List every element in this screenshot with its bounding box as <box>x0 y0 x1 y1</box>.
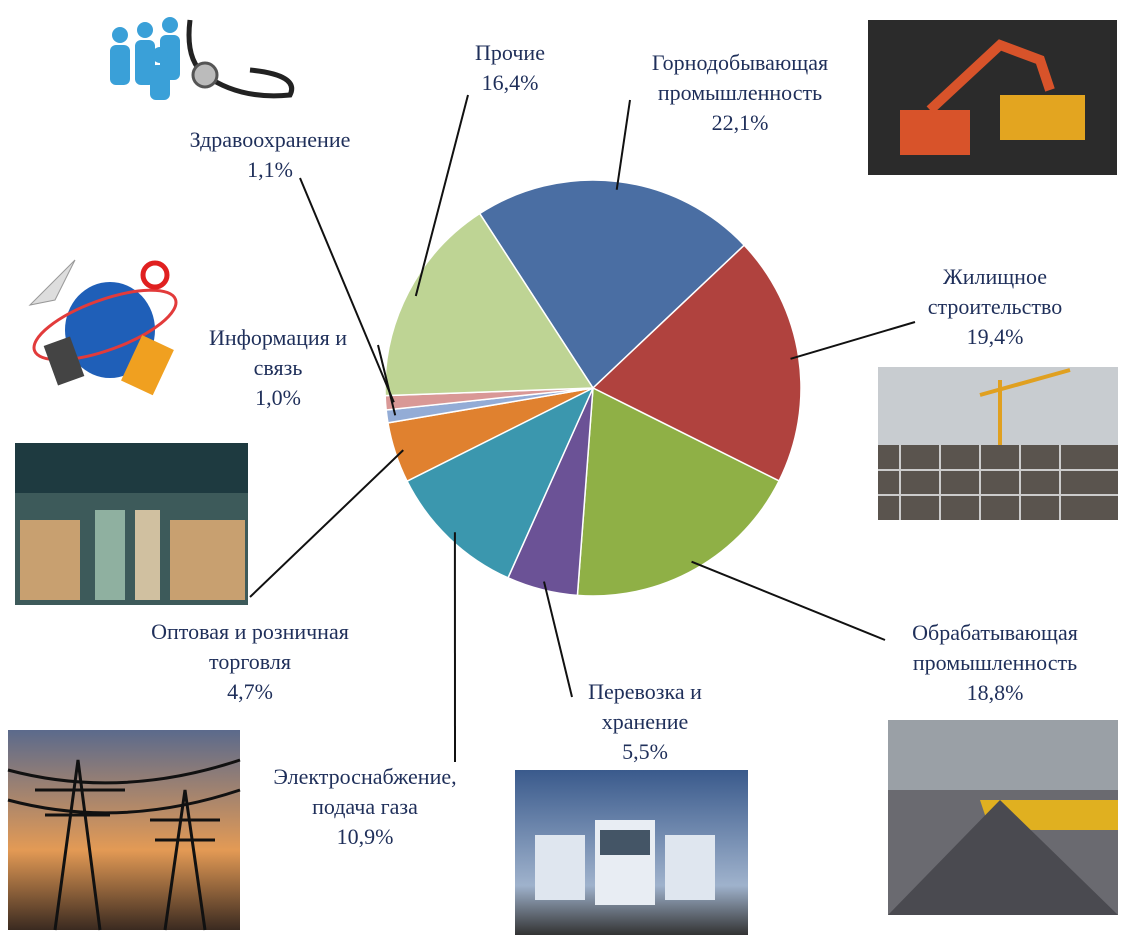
value-label: 18,8% <box>966 680 1024 705</box>
value-label: 22,1% <box>711 110 769 135</box>
leader-line <box>299 177 395 403</box>
category-label: Здравоохранение <box>189 127 351 152</box>
slice-label: Здравоохранение 1,1% <box>160 125 380 185</box>
slice-label: Горнодобывающая промышленность 22,1% <box>620 48 860 138</box>
slice-label: Обрабатывающая промышленность 18,8% <box>880 618 1110 708</box>
leader-line <box>615 99 631 190</box>
category-label: Перевозка и хранение <box>588 679 702 734</box>
pie <box>384 179 802 597</box>
value-label: 1,1% <box>247 157 293 182</box>
slice-label: Жилищное строительство 19,4% <box>905 262 1085 352</box>
leader-line <box>414 94 469 297</box>
category-label: Оптовая и розничная торговля <box>151 619 349 674</box>
leader-line <box>691 560 886 641</box>
factory-photo <box>888 720 1118 915</box>
category-label: Горнодобывающая промышленность <box>651 50 829 105</box>
pie-slice <box>576 386 781 597</box>
slice-label: Электроснабжение, подача газа 10,9% <box>245 762 485 852</box>
value-label: 1,0% <box>255 385 301 410</box>
pie-slice <box>591 244 802 482</box>
value-label: 16,4% <box>481 70 539 95</box>
slice-label: Информация и связь 1,0% <box>191 323 366 413</box>
leader-line <box>543 581 573 698</box>
market-photo <box>15 443 248 605</box>
leader-line <box>249 449 404 598</box>
leader-line <box>790 321 916 360</box>
value-label: 19,4% <box>966 324 1024 349</box>
power-photo <box>7 730 241 931</box>
construction-photo <box>878 367 1118 520</box>
category-label: Электроснабжение, подача газа <box>273 764 457 819</box>
health-icon <box>110 17 294 100</box>
category-label: Прочие <box>475 40 545 65</box>
slice-label: Прочие 16,4% <box>445 38 575 98</box>
category-label: Информация и связь <box>208 325 348 380</box>
category-label: Жилищное строительство <box>927 264 1063 319</box>
internet-icon <box>28 259 178 396</box>
value-label: 10,9% <box>336 824 394 849</box>
slice-label: Перевозка и хранение 5,5% <box>560 677 730 767</box>
leader-lines <box>249 94 916 763</box>
pie-slice <box>406 386 595 579</box>
slice-label: Оптовая и розничная торговля 4,7% <box>150 617 350 707</box>
value-label: 5,5% <box>622 739 668 764</box>
trucks-photo <box>515 770 748 935</box>
value-label: 4,7% <box>227 679 273 704</box>
category-label: Обрабатывающая промышленность <box>912 620 1078 675</box>
leader-line <box>377 344 397 416</box>
mining-photo <box>868 20 1117 175</box>
